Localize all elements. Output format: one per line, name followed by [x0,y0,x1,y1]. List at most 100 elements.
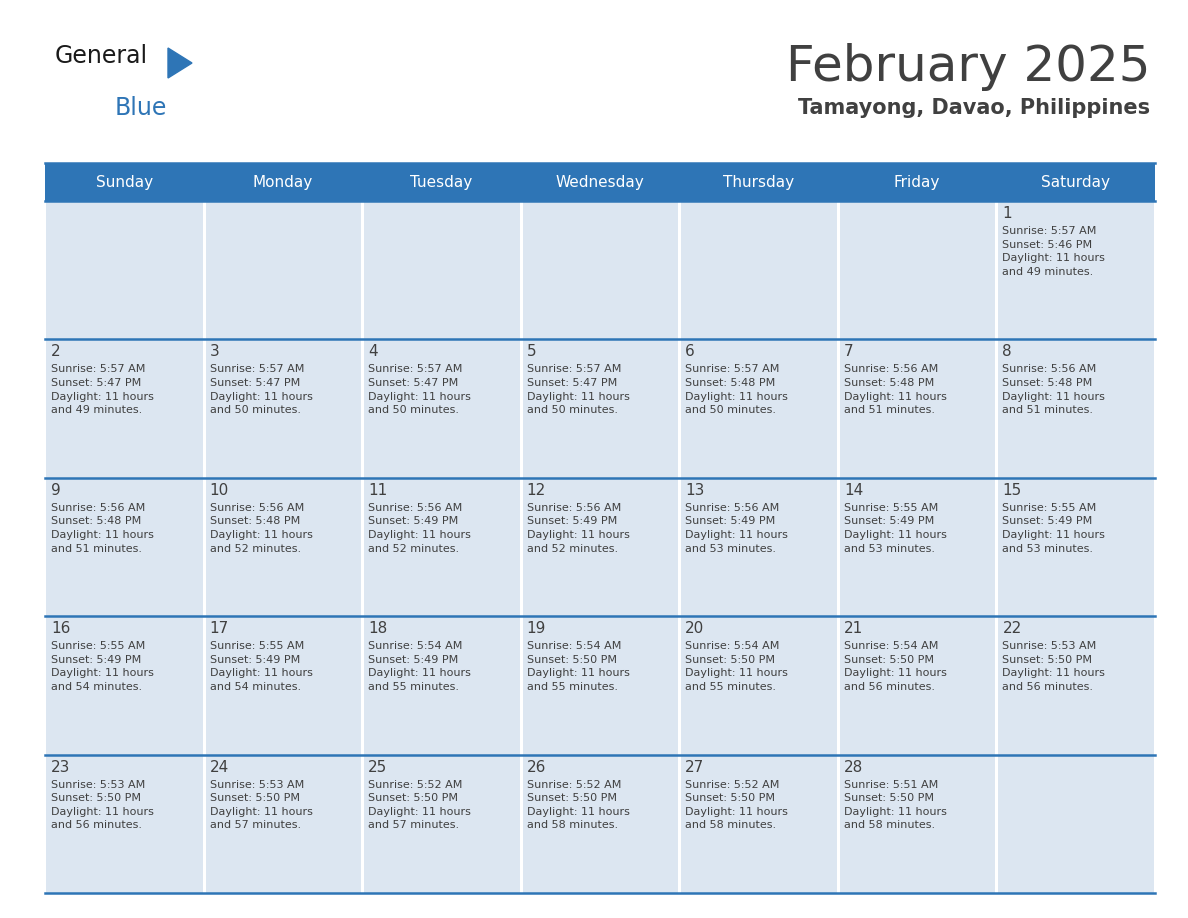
Text: 16: 16 [51,621,70,636]
Text: Sunrise: 5:53 AM
Sunset: 5:50 PM
Daylight: 11 hours
and 57 minutes.: Sunrise: 5:53 AM Sunset: 5:50 PM Dayligh… [209,779,312,831]
Bar [680,616,681,755]
Text: Sunrise: 5:54 AM
Sunset: 5:50 PM
Daylight: 11 hours
and 55 minutes.: Sunrise: 5:54 AM Sunset: 5:50 PM Dayligh… [685,641,788,692]
Text: 18: 18 [368,621,387,636]
Text: Sunrise: 5:57 AM
Sunset: 5:48 PM
Daylight: 11 hours
and 50 minutes.: Sunrise: 5:57 AM Sunset: 5:48 PM Dayligh… [685,364,788,415]
Bar [997,340,998,477]
Text: Tuesday: Tuesday [410,174,473,189]
Text: Sunrise: 5:54 AM
Sunset: 5:49 PM
Daylight: 11 hours
and 55 minutes.: Sunrise: 5:54 AM Sunset: 5:49 PM Dayligh… [368,641,470,692]
Text: 14: 14 [843,483,864,498]
Text: 21: 21 [843,621,864,636]
Bar [680,755,681,893]
Bar [520,616,523,755]
Bar [203,755,206,893]
Bar [998,616,1154,755]
Text: Sunrise: 5:56 AM
Sunset: 5:48 PM
Daylight: 11 hours
and 51 minutes.: Sunrise: 5:56 AM Sunset: 5:48 PM Dayligh… [843,364,947,415]
Text: Sunrise: 5:55 AM
Sunset: 5:49 PM
Daylight: 11 hours
and 53 minutes.: Sunrise: 5:55 AM Sunset: 5:49 PM Dayligh… [1003,503,1105,554]
Text: Sunrise: 5:56 AM
Sunset: 5:48 PM
Daylight: 11 hours
and 52 minutes.: Sunrise: 5:56 AM Sunset: 5:48 PM Dayligh… [209,503,312,554]
Bar [680,340,681,477]
Text: February 2025: February 2025 [785,43,1150,91]
Text: 9: 9 [51,483,61,498]
Polygon shape [168,48,192,78]
Text: General: General [55,44,148,68]
Bar [203,201,206,340]
Bar [46,616,203,755]
Text: 13: 13 [685,483,704,498]
Bar [204,477,361,616]
Bar [997,477,998,616]
Bar [364,755,519,893]
Bar [839,477,996,616]
Text: Sunrise: 5:54 AM
Sunset: 5:50 PM
Daylight: 11 hours
and 56 minutes.: Sunrise: 5:54 AM Sunset: 5:50 PM Dayligh… [843,641,947,692]
Text: Sunrise: 5:52 AM
Sunset: 5:50 PM
Daylight: 11 hours
and 58 minutes.: Sunrise: 5:52 AM Sunset: 5:50 PM Dayligh… [526,779,630,831]
Text: Blue: Blue [115,96,168,120]
Bar [520,755,523,893]
Text: 19: 19 [526,621,546,636]
Bar [362,477,365,616]
Bar [838,755,840,893]
Text: Sunday: Sunday [96,174,153,189]
Bar [46,755,203,893]
Text: Saturday: Saturday [1041,174,1111,189]
Text: Sunrise: 5:53 AM
Sunset: 5:50 PM
Daylight: 11 hours
and 56 minutes.: Sunrise: 5:53 AM Sunset: 5:50 PM Dayligh… [51,779,154,831]
Bar [998,755,1154,893]
Text: 20: 20 [685,621,704,636]
Text: Sunrise: 5:57 AM
Sunset: 5:47 PM
Daylight: 11 hours
and 50 minutes.: Sunrise: 5:57 AM Sunset: 5:47 PM Dayligh… [368,364,470,415]
Bar [46,477,203,616]
Text: Sunrise: 5:56 AM
Sunset: 5:49 PM
Daylight: 11 hours
and 52 minutes.: Sunrise: 5:56 AM Sunset: 5:49 PM Dayligh… [526,503,630,554]
Bar [839,755,996,893]
Text: Sunrise: 5:55 AM
Sunset: 5:49 PM
Daylight: 11 hours
and 53 minutes.: Sunrise: 5:55 AM Sunset: 5:49 PM Dayligh… [843,503,947,554]
Text: 22: 22 [1003,621,1022,636]
Bar [997,755,998,893]
Bar [364,201,519,340]
Bar [364,477,519,616]
Text: Sunrise: 5:52 AM
Sunset: 5:50 PM
Daylight: 11 hours
and 58 minutes.: Sunrise: 5:52 AM Sunset: 5:50 PM Dayligh… [685,779,788,831]
Text: Tamayong, Davao, Philippines: Tamayong, Davao, Philippines [798,98,1150,118]
Bar [362,755,365,893]
Text: 10: 10 [209,483,229,498]
Bar [45,163,1155,201]
Bar [46,201,203,340]
Text: Sunrise: 5:51 AM
Sunset: 5:50 PM
Daylight: 11 hours
and 58 minutes.: Sunrise: 5:51 AM Sunset: 5:50 PM Dayligh… [843,779,947,831]
Text: Sunrise: 5:57 AM
Sunset: 5:47 PM
Daylight: 11 hours
and 50 minutes.: Sunrise: 5:57 AM Sunset: 5:47 PM Dayligh… [526,364,630,415]
Text: Sunrise: 5:56 AM
Sunset: 5:48 PM
Daylight: 11 hours
and 51 minutes.: Sunrise: 5:56 AM Sunset: 5:48 PM Dayligh… [1003,364,1105,415]
Bar [998,340,1154,477]
Bar [520,477,523,616]
Text: 4: 4 [368,344,378,360]
Text: Friday: Friday [893,174,941,189]
Text: Sunrise: 5:56 AM
Sunset: 5:49 PM
Daylight: 11 hours
and 52 minutes.: Sunrise: 5:56 AM Sunset: 5:49 PM Dayligh… [368,503,470,554]
Bar [0,893,1188,918]
Text: 1: 1 [1003,206,1012,221]
Bar [681,201,836,340]
Bar [203,477,206,616]
Text: 11: 11 [368,483,387,498]
Bar [839,340,996,477]
Bar [203,340,206,477]
Text: Sunrise: 5:57 AM
Sunset: 5:47 PM
Daylight: 11 hours
and 49 minutes.: Sunrise: 5:57 AM Sunset: 5:47 PM Dayligh… [51,364,154,415]
Bar [522,755,678,893]
Bar [364,616,519,755]
Bar [362,201,365,340]
Text: Sunrise: 5:53 AM
Sunset: 5:50 PM
Daylight: 11 hours
and 56 minutes.: Sunrise: 5:53 AM Sunset: 5:50 PM Dayligh… [1003,641,1105,692]
Bar [839,616,996,755]
Bar [522,201,678,340]
Bar [998,477,1154,616]
Text: 26: 26 [526,759,546,775]
Text: 15: 15 [1003,483,1022,498]
Bar [522,616,678,755]
Text: 7: 7 [843,344,853,360]
Text: Sunrise: 5:57 AM
Sunset: 5:46 PM
Daylight: 11 hours
and 49 minutes.: Sunrise: 5:57 AM Sunset: 5:46 PM Dayligh… [1003,226,1105,277]
Bar [997,616,998,755]
Bar [838,340,840,477]
Bar [46,340,203,477]
Bar [681,616,836,755]
Text: 23: 23 [51,759,70,775]
Bar [520,201,523,340]
Text: Sunrise: 5:52 AM
Sunset: 5:50 PM
Daylight: 11 hours
and 57 minutes.: Sunrise: 5:52 AM Sunset: 5:50 PM Dayligh… [368,779,470,831]
Bar [838,477,840,616]
Bar [362,616,365,755]
Text: 12: 12 [526,483,546,498]
Bar [204,755,361,893]
Text: 28: 28 [843,759,864,775]
Bar [204,201,361,340]
Text: Thursday: Thursday [723,174,794,189]
